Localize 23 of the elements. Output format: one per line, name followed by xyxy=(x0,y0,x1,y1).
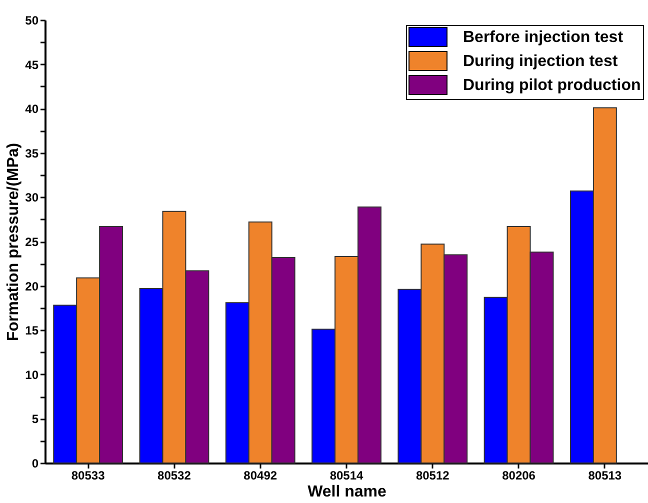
y-axis-title: Formation pressure/(MPa) xyxy=(5,142,22,342)
y-tick-label: 45 xyxy=(25,58,39,72)
x-tick-label: 80492 xyxy=(244,468,278,482)
x-tick-label: 80206 xyxy=(502,468,536,482)
y-tick-label: 30 xyxy=(25,190,39,205)
legend-label: During injection test xyxy=(463,53,618,70)
y-tick-label: 10 xyxy=(25,368,39,382)
y-tick-label: 0 xyxy=(32,456,39,470)
x-tick-label: 80532 xyxy=(158,468,192,482)
y-tick-label: 40 xyxy=(25,102,39,116)
x-tick-label: 80513 xyxy=(588,468,622,482)
legend-label: Berfore injection test xyxy=(463,29,624,46)
x-tick-label: 80533 xyxy=(71,468,106,482)
y-tick-label: 5 xyxy=(32,412,39,426)
x-tick-label: 80514 xyxy=(330,468,364,482)
y-tick-label: 20 xyxy=(25,279,39,294)
y-tick-label: 15 xyxy=(25,324,39,338)
y-tick-label: 25 xyxy=(25,235,39,249)
y-tick-label: 35 xyxy=(25,146,39,160)
legend-label: During pilot production xyxy=(463,77,641,94)
x-tick-label: 80512 xyxy=(416,468,450,482)
x-axis-title: Well name xyxy=(308,484,387,500)
y-tick-label: 50 xyxy=(25,14,39,28)
